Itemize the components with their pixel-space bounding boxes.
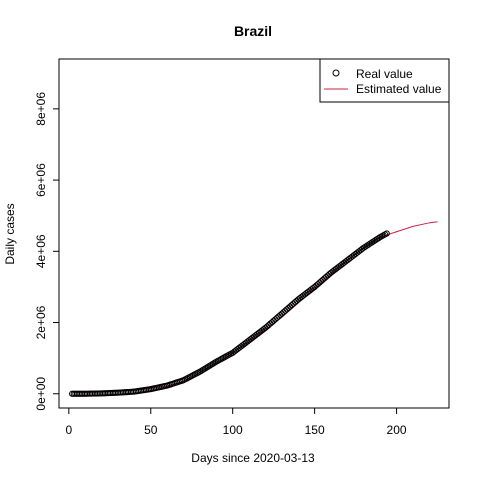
y-tick-label: 0e+00 — [34, 377, 48, 411]
legend-box — [319, 58, 450, 103]
x-tick-label: 200 — [387, 423, 407, 437]
series-layer — [69, 221, 438, 397]
y-tick-label: 6e+06 — [34, 163, 48, 197]
y-tick-label: 4e+06 — [34, 234, 48, 268]
x-tick-label: 50 — [144, 423, 158, 437]
y-axis-label: Daily cases — [3, 203, 17, 264]
x-tick-label: 150 — [305, 423, 325, 437]
x-tick-label: 100 — [223, 423, 243, 437]
series-line-estimated-value — [72, 221, 438, 393]
legend: Real value Estimated value — [319, 58, 450, 103]
series-points-real-value — [69, 230, 390, 397]
x-axis: 0 50 100 150 200 — [65, 408, 407, 437]
y-tick-label: 8e+06 — [34, 92, 48, 126]
chart-title: Brazil — [234, 23, 272, 39]
plot-frame — [58, 58, 450, 409]
x-axis-label: Days since 2020-03-13 — [191, 451, 315, 465]
y-axis: 0e+00 2e+06 4e+06 6e+06 8e+06 — [34, 92, 59, 411]
legend-label-real-value: Real value — [356, 67, 413, 81]
legend-marker-real-value — [332, 69, 340, 77]
legend-label-estimated-value: Estimated value — [356, 82, 442, 96]
y-tick-label: 2e+06 — [34, 305, 48, 339]
data-point-real-value — [383, 230, 390, 237]
x-tick-label: 0 — [65, 423, 72, 437]
